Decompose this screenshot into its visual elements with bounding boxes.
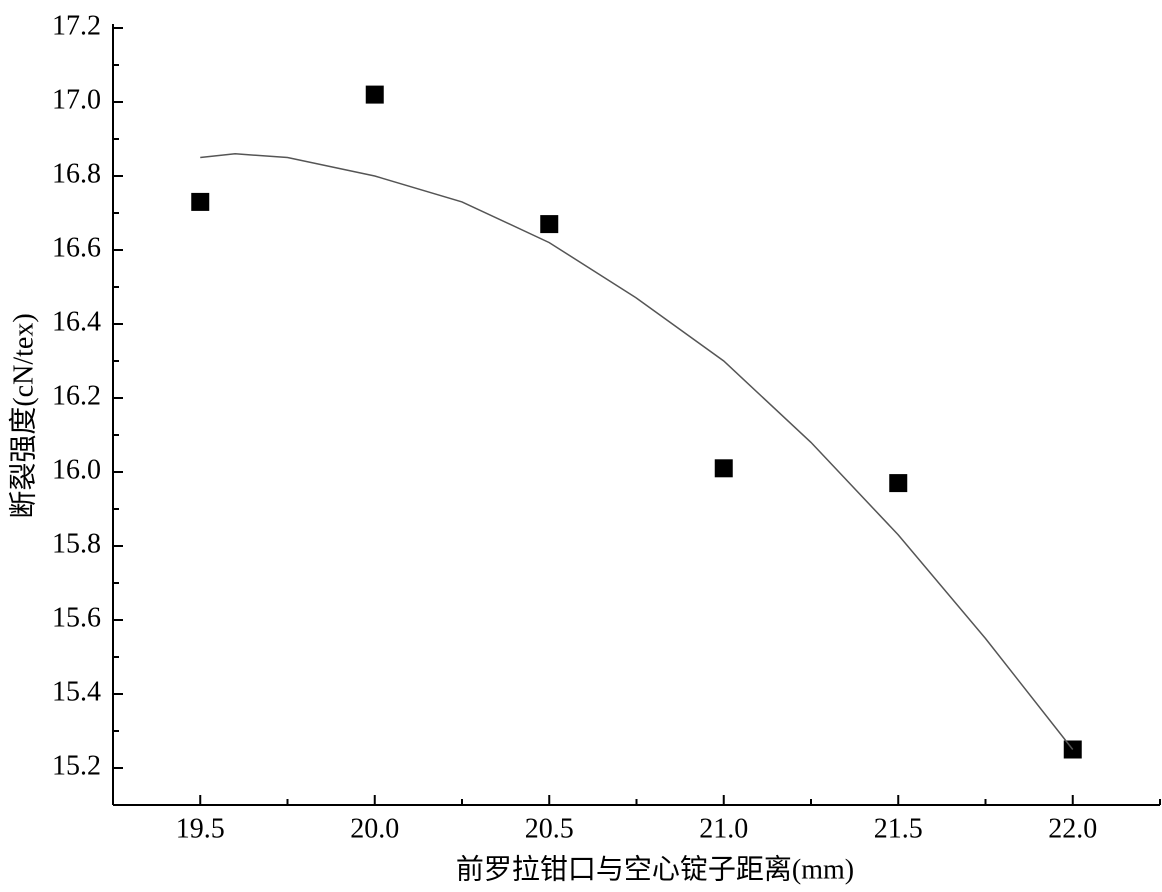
fit-curve [200, 153, 1074, 750]
x-tick-label: 19.5 [176, 813, 225, 844]
x-tick-label: 22.0 [1048, 813, 1097, 844]
y-tick-label: 15.6 [52, 602, 101, 633]
y-axis-title: 断裂强度(cN/tex) [7, 313, 39, 518]
y-tick-label: 15.4 [52, 676, 101, 707]
y-tick-label: 15.8 [52, 528, 101, 559]
x-tick-label: 20.5 [525, 813, 574, 844]
x-tick-label: 21.0 [699, 813, 748, 844]
y-tick-label: 16.6 [52, 232, 101, 263]
data-point [714, 459, 733, 478]
data-point [191, 192, 210, 211]
data-point [889, 474, 908, 493]
y-tick-label: 16.0 [52, 454, 101, 485]
data-point [540, 215, 559, 234]
x-axis-title: 前罗拉钳口与空心锭子距离(mm) [456, 853, 854, 885]
x-tick-label: 20.0 [350, 813, 399, 844]
y-tick-label: 15.2 [52, 750, 101, 781]
data-point [365, 85, 384, 104]
y-tick-label: 16.2 [52, 380, 101, 411]
y-tick-label: 16.8 [52, 158, 101, 189]
x-tick-label: 21.5 [874, 813, 923, 844]
y-tick-label: 17.0 [52, 84, 101, 115]
y-tick-label: 16.4 [52, 306, 101, 337]
y-tick-label: 17.2 [52, 10, 101, 41]
